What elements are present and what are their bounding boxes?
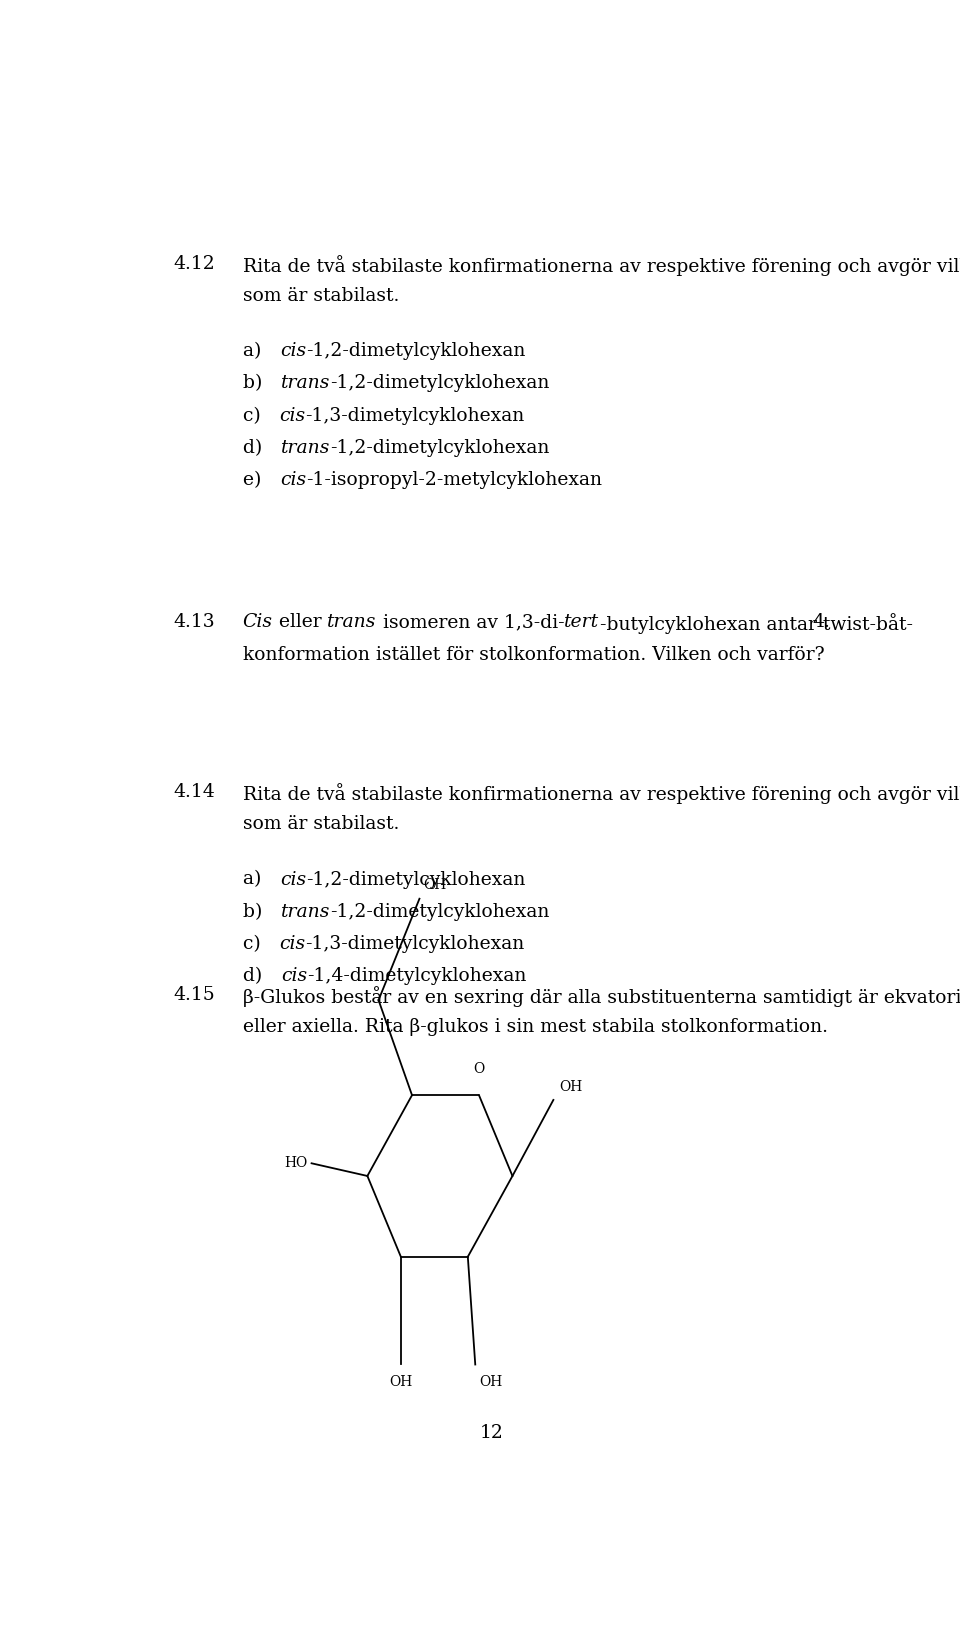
Text: a): a) <box>243 871 280 889</box>
Text: b): b) <box>243 374 281 392</box>
Text: konformation istället för stolkonformation. Vilken och varför?: konformation istället för stolkonformati… <box>243 645 825 663</box>
Text: trans: trans <box>281 904 330 920</box>
Text: b): b) <box>243 904 281 920</box>
Text: 4.12: 4.12 <box>174 255 215 273</box>
Text: -1,2-dimetylcyklohexan: -1,2-dimetylcyklohexan <box>306 871 525 889</box>
Text: eller: eller <box>273 614 327 630</box>
Text: som är stabilast.: som är stabilast. <box>243 286 399 305</box>
Text: cis: cis <box>280 968 307 986</box>
Text: cis: cis <box>279 935 305 953</box>
Text: 4.14: 4.14 <box>174 783 215 802</box>
Text: cis: cis <box>280 342 306 360</box>
Text: -1,3-dimetylcyklohexan: -1,3-dimetylcyklohexan <box>305 935 524 953</box>
Text: 4.13: 4.13 <box>174 614 215 630</box>
Text: trans: trans <box>280 439 330 458</box>
Text: -1,3-dimetylcyklohexan: -1,3-dimetylcyklohexan <box>305 407 524 425</box>
Text: -1-isopropyl-2-metylcyklohexan: -1-isopropyl-2-metylcyklohexan <box>306 471 602 489</box>
Text: 4.15: 4.15 <box>174 986 215 1004</box>
Text: a): a) <box>243 342 280 360</box>
Text: Rita de två stabilaste konfirmationerna av respektive förening och avgör vilken: Rita de två stabilaste konfirmationerna … <box>243 255 960 275</box>
Text: c): c) <box>243 407 279 425</box>
Text: β-Glukos består av en sexring där alla substituenterna samtidigt är ekvatoriella: β-Glukos består av en sexring där alla s… <box>243 986 960 1007</box>
Text: 4.: 4. <box>813 614 830 630</box>
Text: -1,4-dimetylcyklohexan: -1,4-dimetylcyklohexan <box>307 968 526 986</box>
Text: trans: trans <box>327 614 376 630</box>
Text: cis: cis <box>280 871 306 889</box>
Text: Rita de två stabilaste konfirmationerna av respektive förening och avgör vilken: Rita de två stabilaste konfirmationerna … <box>243 783 960 803</box>
Text: e): e) <box>243 471 280 489</box>
Text: OH: OH <box>479 1374 502 1389</box>
Text: c): c) <box>243 935 279 953</box>
Text: eller axiella. Rita β-glukos i sin mest stabila stolkonformation.: eller axiella. Rita β-glukos i sin mest … <box>243 1019 828 1037</box>
Text: HO: HO <box>284 1155 308 1170</box>
Text: -1,2-dimetylcyklohexan: -1,2-dimetylcyklohexan <box>330 439 549 458</box>
Text: -1,2-dimetylcyklohexan: -1,2-dimetylcyklohexan <box>306 342 525 360</box>
Text: Cis: Cis <box>243 614 273 630</box>
Text: cis: cis <box>280 471 306 489</box>
Text: trans: trans <box>281 374 330 392</box>
Text: cis: cis <box>279 407 305 425</box>
Text: O: O <box>473 1062 485 1076</box>
Text: tert: tert <box>564 614 599 630</box>
Text: 12: 12 <box>480 1424 504 1442</box>
Text: d): d) <box>243 968 280 986</box>
Text: -butylcyklohexan antar twist-båt-: -butylcyklohexan antar twist-båt- <box>599 614 913 634</box>
Text: d): d) <box>243 439 280 458</box>
Text: isomeren av 1,3-di-: isomeren av 1,3-di- <box>376 614 564 630</box>
Text: OH: OH <box>560 1080 583 1093</box>
Text: -1,2-dimetylcyklohexan: -1,2-dimetylcyklohexan <box>330 904 550 920</box>
Text: OH: OH <box>389 1374 413 1389</box>
Text: OH: OH <box>423 879 446 892</box>
Text: -1,2-dimetylcyklohexan: -1,2-dimetylcyklohexan <box>330 374 550 392</box>
Text: som är stabilast.: som är stabilast. <box>243 815 399 833</box>
